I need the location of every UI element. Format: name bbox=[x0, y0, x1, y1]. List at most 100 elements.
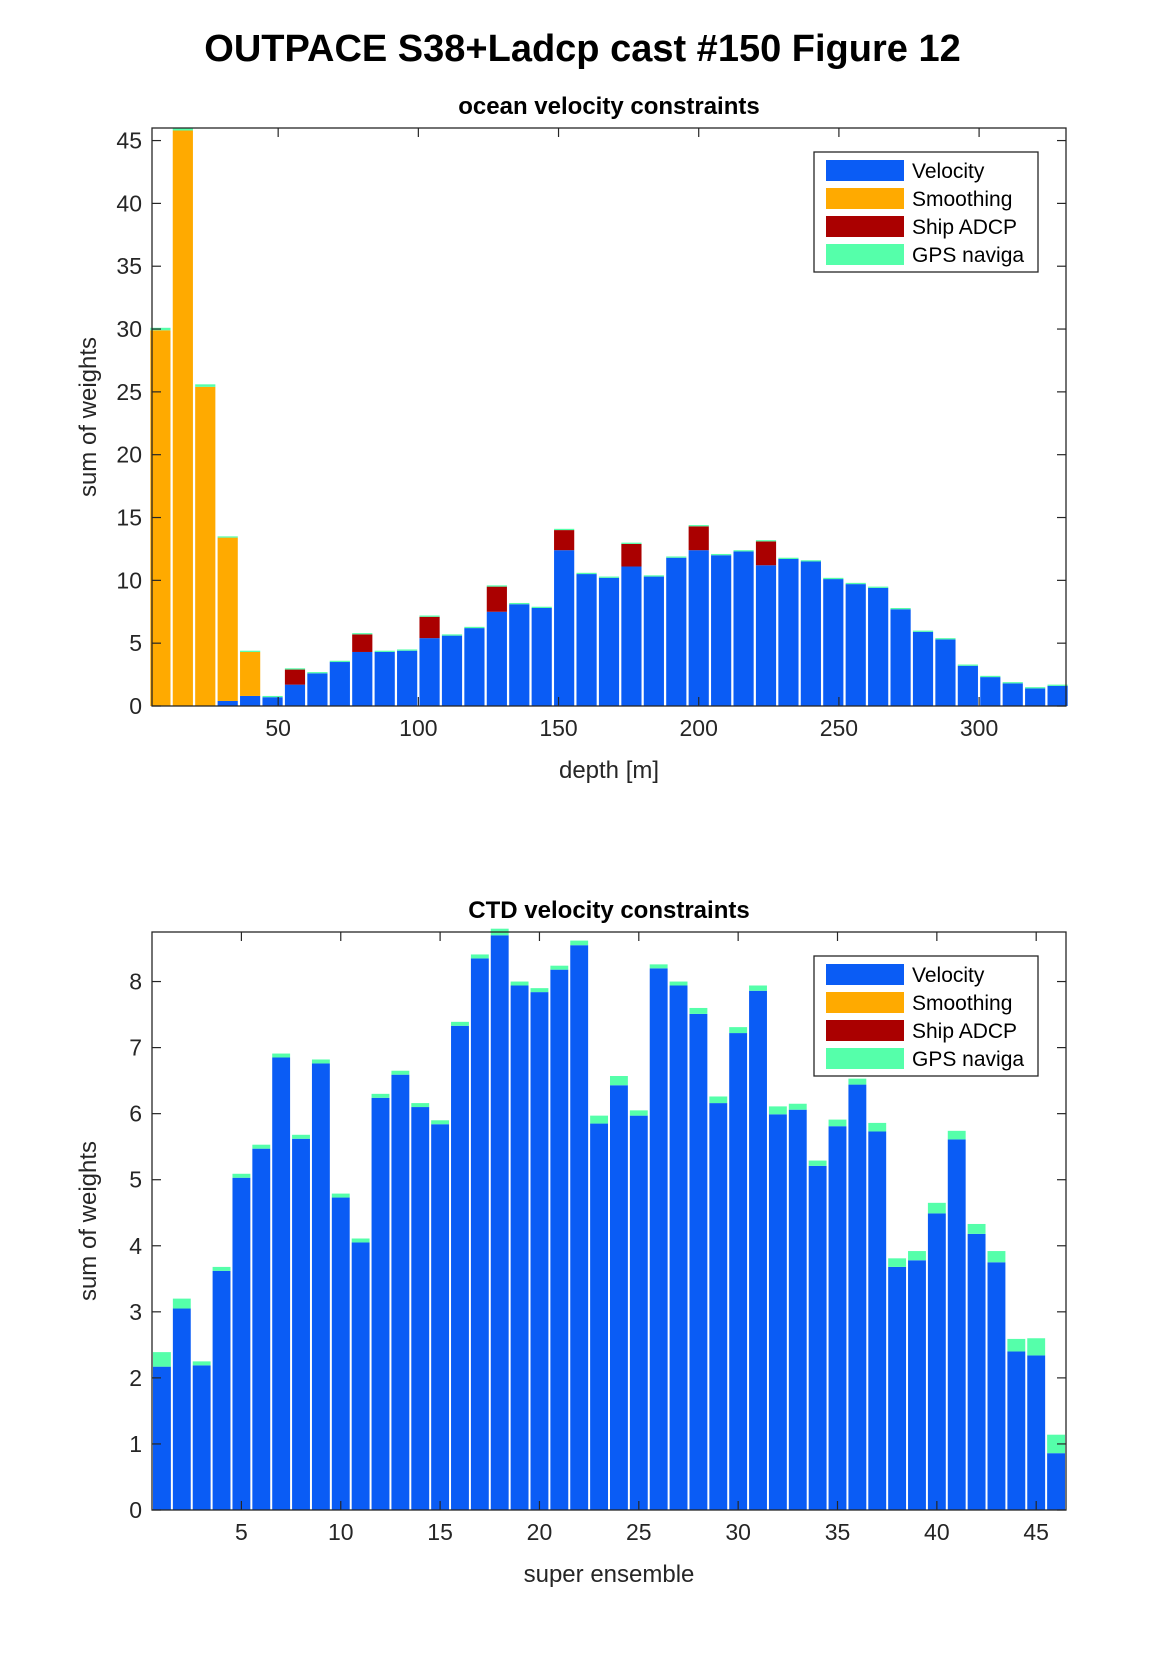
ocean-bar-velocity bbox=[217, 700, 238, 706]
ocean-bar-gps-naviga bbox=[486, 585, 507, 587]
figure-title: OUTPACE S38+Ladcp cast #150 Figure 12 bbox=[204, 28, 961, 70]
ocean-x-tick-label: 100 bbox=[399, 715, 437, 741]
ctd-bar-velocity bbox=[888, 1266, 907, 1510]
ctd-x-tick-label: 10 bbox=[328, 1519, 354, 1545]
ctd-legend-swatch-gps-naviga bbox=[826, 1048, 904, 1069]
ctd-bar-gps-naviga bbox=[411, 1103, 430, 1108]
ctd-bar-velocity bbox=[530, 992, 549, 1510]
ctd-bar-velocity bbox=[749, 990, 767, 1510]
ctd-bar-velocity bbox=[768, 1114, 787, 1510]
ctd-y-tick-label: 0 bbox=[129, 1497, 142, 1523]
ctd-bar-velocity bbox=[152, 1366, 171, 1510]
ctd-bar-velocity bbox=[391, 1074, 410, 1510]
ctd-y-tick-label: 3 bbox=[129, 1299, 142, 1325]
ctd-bar-gps-naviga bbox=[311, 1059, 330, 1064]
ocean-bar-velocity bbox=[621, 566, 642, 706]
ocean-bar-velocity bbox=[778, 558, 799, 706]
ocean-bar-smoothing bbox=[195, 386, 216, 706]
ocean-bar-gps-naviga bbox=[172, 128, 193, 131]
ctd-bar-velocity bbox=[510, 985, 529, 1510]
ctd-legend-label: GPS naviga bbox=[912, 1048, 1024, 1071]
ocean-bar-velocity bbox=[307, 673, 328, 706]
ctd-bar-velocity bbox=[212, 1270, 231, 1510]
ocean-bar-gps-naviga bbox=[598, 576, 620, 578]
ocean-bar-velocity bbox=[531, 607, 552, 706]
ocean-bar-velocity bbox=[240, 695, 261, 706]
ctd-bar-gps-naviga bbox=[272, 1053, 291, 1058]
ctd-x-tick-label: 25 bbox=[626, 1519, 652, 1545]
ocean-bar-gps-naviga bbox=[733, 550, 754, 552]
ocean-bar-gps-naviga bbox=[1047, 684, 1068, 686]
ocean-bar-gps-naviga bbox=[868, 586, 889, 588]
ocean-bar-velocity bbox=[419, 638, 440, 706]
ctd-bar-velocity bbox=[609, 1085, 628, 1510]
ocean-bar-velocity bbox=[329, 662, 350, 706]
ctd-bar-velocity bbox=[550, 969, 569, 1510]
ctd-bar-gps-naviga bbox=[629, 1110, 648, 1116]
ocean-bar-velocity bbox=[1025, 688, 1046, 706]
ctd-y-tick-label: 2 bbox=[129, 1365, 142, 1391]
ocean-legend-swatch-velocity bbox=[826, 160, 904, 181]
ctd-x-tick-label: 35 bbox=[825, 1519, 851, 1545]
ctd-bar-velocity bbox=[967, 1233, 986, 1510]
ocean-bar-gps-naviga bbox=[307, 672, 328, 674]
ctd-y-tick-label: 6 bbox=[129, 1101, 142, 1127]
ocean-y-tick-label: 40 bbox=[116, 190, 142, 216]
ctd-bar-velocity bbox=[1047, 1453, 1066, 1510]
ctd-bar-gps-naviga bbox=[908, 1251, 926, 1261]
ocean-bar-ship-adcp bbox=[621, 543, 642, 567]
ctd-bar-velocity bbox=[272, 1057, 291, 1510]
ctd-bar-gps-naviga bbox=[868, 1122, 887, 1132]
ctd-bar-velocity bbox=[908, 1260, 926, 1510]
ctd-bar-gps-naviga bbox=[530, 988, 549, 993]
ocean-bar-gps-naviga bbox=[666, 556, 687, 558]
ocean-y-tick-label: 30 bbox=[116, 316, 142, 342]
ctd-bar-gps-naviga bbox=[152, 1352, 171, 1367]
ocean-legend-label: Smoothing bbox=[912, 188, 1012, 211]
ocean-x-tick-label: 200 bbox=[680, 715, 718, 741]
ocean-y-tick-label: 25 bbox=[116, 379, 142, 405]
ocean-bar-velocity bbox=[845, 584, 866, 706]
ctd-legend-swatch-smoothing bbox=[826, 992, 904, 1013]
ocean-bar-gps-naviga bbox=[912, 630, 934, 632]
ctd-bar-gps-naviga bbox=[431, 1120, 450, 1125]
ctd-bar-velocity bbox=[808, 1165, 827, 1510]
ocean-chart-title: ocean velocity constraints bbox=[458, 93, 759, 120]
ocean-bar-velocity bbox=[643, 576, 664, 706]
ctd-bar-gps-naviga bbox=[590, 1115, 609, 1124]
ctd-x-tick-label: 40 bbox=[924, 1519, 950, 1545]
ocean-bar-velocity bbox=[509, 604, 530, 706]
ctd-bar-gps-naviga bbox=[788, 1103, 807, 1110]
ctd-bar-velocity bbox=[1007, 1351, 1026, 1510]
ocean-bar-smoothing bbox=[172, 130, 193, 706]
ctd-y-axis-label: sum of weights bbox=[75, 1141, 102, 1301]
ctd-bar-gps-naviga bbox=[729, 1027, 748, 1034]
ocean-x-tick-label: 300 bbox=[960, 715, 998, 741]
ocean-bar-gps-naviga bbox=[1025, 687, 1046, 689]
ctd-bar-gps-naviga bbox=[967, 1223, 986, 1234]
ctd-axes-box bbox=[151, 931, 1067, 1511]
ctd-bar-gps-naviga bbox=[709, 1096, 728, 1104]
ocean-bar-ship-adcp bbox=[419, 616, 440, 639]
ctd-bar-gps-naviga bbox=[888, 1258, 907, 1267]
ctd-chart-title: CTD velocity constraints bbox=[468, 897, 749, 924]
ocean-bar-velocity bbox=[374, 651, 395, 706]
ctd-bar-gps-naviga bbox=[351, 1238, 370, 1243]
ocean-bar-gps-naviga bbox=[778, 557, 799, 559]
ocean-y-axis-label: sum of weights bbox=[75, 337, 102, 497]
ocean-bar-ship-adcp bbox=[284, 669, 306, 685]
ctd-legend-swatch-velocity bbox=[826, 964, 904, 985]
ctd-bar-gps-naviga bbox=[212, 1266, 231, 1271]
ocean-legend-label: Ship ADCP bbox=[912, 216, 1017, 239]
ctd-bar-gps-naviga bbox=[252, 1144, 271, 1149]
ocean-bar-ship-adcp bbox=[688, 526, 709, 551]
ocean-bar-velocity bbox=[957, 665, 978, 706]
ctd-bar-gps-naviga bbox=[192, 1361, 211, 1366]
ocean-bar-velocity bbox=[823, 579, 844, 706]
ocean-bar-velocity bbox=[688, 550, 709, 706]
ctd-bar-velocity bbox=[629, 1115, 648, 1510]
ctd-y-tick-label: 4 bbox=[129, 1233, 142, 1259]
ocean-x-tick-label: 250 bbox=[820, 715, 858, 741]
ctd-bar-gps-naviga bbox=[371, 1093, 390, 1098]
